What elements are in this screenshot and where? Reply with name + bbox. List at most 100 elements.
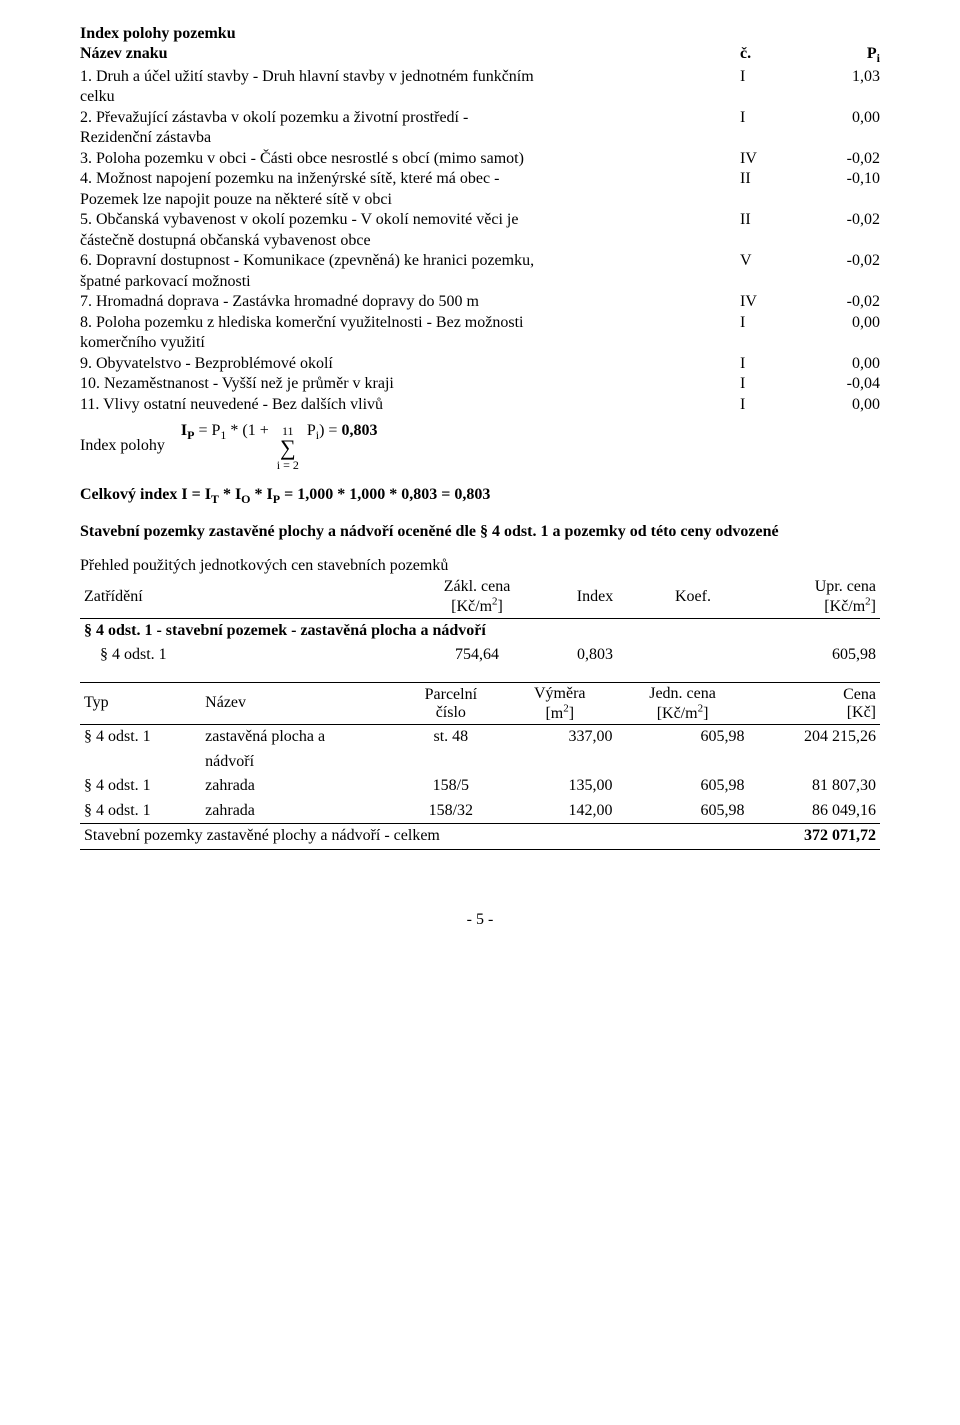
index-item: 7. Hromadná doprava - Zastávka hromadné … <box>80 292 880 312</box>
index-item: 3. Poloha pozemku v obci - Části obce ne… <box>80 149 880 169</box>
table-row: § 4 odst. 1 754,64 0,803 605,98 <box>80 643 880 667</box>
hdr-name: Název znaku <box>80 44 710 67</box>
formula-eq: = P <box>194 422 220 439</box>
page-number: - 5 - <box>80 910 880 930</box>
item-label-a: 10. Nezaměstnanost - Vyšší než je průměr… <box>80 374 740 394</box>
cell-parc: 158/5 <box>399 774 503 798</box>
hdr-parc-b: číslo <box>436 704 466 721</box>
item-label-b: špatné parkovací možnosti <box>80 272 740 292</box>
cell-jc: 605,98 <box>617 799 749 824</box>
item-col-c: I <box>740 108 800 128</box>
hdr-jc-a: Jedn. cena <box>649 685 716 702</box>
hdr-upr: Upr. cena [Kč/m2] <box>742 576 880 618</box>
index-columns-header: Název znaku č. Pi <box>80 44 880 67</box>
cell-jc: 605,98 <box>617 774 749 798</box>
item-col-c: IV <box>740 149 800 169</box>
item-col-p: 0,00 <box>800 313 880 333</box>
index-item: 8. Poloha pozemku z hlediska komerční vy… <box>80 313 880 333</box>
sigma-icon: 11∑i = 2 <box>277 425 299 471</box>
item-label-a: 9. Obyvatelstvo - Bezproblémové okolí <box>80 354 740 374</box>
index-item-cont: špatné parkovací možnosti <box>80 272 880 292</box>
cell-vym: 337,00 <box>503 725 617 750</box>
cell-nazev-a: zahrada <box>201 774 398 798</box>
cell-koef <box>644 643 742 667</box>
table-header-row: Zatřídění Zákl. cena [Kč/m2] Index Koef.… <box>80 576 880 618</box>
hdr-upr-a: Upr. cena <box>815 578 876 595</box>
index-items: 1. Druh a účel užití stavby - Druh hlavn… <box>80 67 880 415</box>
item-label-b: částečně dostupná občanská vybavenost ob… <box>80 231 740 251</box>
item-label-a: 4. Možnost napojení pozemku na inženýrsk… <box>80 169 740 189</box>
index-item: 2. Převažující zástavba v okolí pozemku … <box>80 108 880 128</box>
item-col-c: I <box>740 354 800 374</box>
item-label-a: 2. Převažující zástavba v okolí pozemku … <box>80 108 740 128</box>
hdr-jc: Jedn. cena [Kč/m2] <box>617 682 749 725</box>
celkovy-prefix: Celkový index I = I <box>80 486 211 503</box>
index-item-cont: celku <box>80 87 880 107</box>
cell-index: 0,803 <box>546 643 644 667</box>
cell-typ: § 4 odst. 1 <box>80 725 201 750</box>
table-section-row: § 4 odst. 1 - stavební pozemek - zastavě… <box>80 618 880 643</box>
item-col-c: I <box>740 67 800 87</box>
formula-close: ) = <box>319 422 341 439</box>
index-item: 11. Vlivy ostatní neuvedené - Bez dalšíc… <box>80 395 880 415</box>
table-row-cont: nádvoří <box>80 750 880 774</box>
hdr-zakl-a: Zákl. cena <box>444 578 511 595</box>
item-col-p: -0,02 <box>800 210 880 230</box>
cell-cena: 204 215,26 <box>749 725 880 750</box>
table-total-row: Stavební pozemky zastavěné plochy a nádv… <box>80 824 880 849</box>
cell-parc: st. 48 <box>399 725 503 750</box>
item-label-b: Rezidenční zástavba <box>80 128 740 148</box>
cell-zakl: 754,64 <box>408 643 546 667</box>
celkovy-sub-o: O <box>241 492 250 506</box>
hdr-c: č. <box>710 44 800 67</box>
index-item-cont: částečně dostupná občanská vybavenost ob… <box>80 231 880 251</box>
table-row: § 4 odst. 1 zahrada 158/5 135,00 605,98 … <box>80 774 880 798</box>
cell-jc: 605,98 <box>617 725 749 750</box>
index-polohy-formula: Index polohy IP = P1 * (1 + 11∑i = 2 Pi)… <box>80 421 880 471</box>
hdr-nazev: Název <box>201 682 398 725</box>
item-col-p: -0,10 <box>800 169 880 189</box>
table-header-row: Typ Název Parcelní číslo Výměra [m2] Jed… <box>80 682 880 725</box>
prehled-heading: Přehled použitých jednotkových cen stave… <box>80 556 880 576</box>
item-label-b: celku <box>80 87 740 107</box>
cell-typ: § 4 odst. 1 <box>80 774 201 798</box>
cell-vym: 142,00 <box>503 799 617 824</box>
hdr-cena-a: Cena <box>843 686 876 703</box>
item-col-c: II <box>740 210 800 230</box>
cell-parc: 158/32 <box>399 799 503 824</box>
item-label-a: 6. Dopravní dostupnost - Komunikace (zpe… <box>80 251 740 271</box>
celkovy-rest: = 1,000 * 1,000 * 0,803 = 0,803 <box>280 486 490 503</box>
sigma-symbol: ∑ <box>280 437 296 459</box>
item-col-c: II <box>740 169 800 189</box>
hdr-zatrid: Zatřídění <box>80 576 408 618</box>
cell-zatrid: § 4 odst. 1 <box>80 643 408 667</box>
table-row: § 4 odst. 1 zastavěná plocha a st. 48 33… <box>80 725 880 750</box>
cell-nazev-b: nádvoří <box>201 750 398 774</box>
hdr-cena-b: [Kč] <box>847 704 876 721</box>
hdr-p: Pi <box>800 44 880 67</box>
item-label-a: 11. Vlivy ostatní neuvedené - Bez dalšíc… <box>80 395 740 415</box>
cell-upr: 605,98 <box>742 643 880 667</box>
formula-mid: * (1 + <box>226 422 272 439</box>
hdr-vym-b: [m2] <box>545 705 574 722</box>
formula-left-label: Index polohy <box>80 436 165 456</box>
item-col-p: -0,02 <box>800 292 880 312</box>
item-label-b: Pozemek lze napojit pouze na některé sít… <box>80 190 740 210</box>
item-col-p: -0,02 <box>800 149 880 169</box>
hdr-parc-a: Parcelní <box>425 686 477 703</box>
celkovy-times2: * I <box>251 486 273 503</box>
item-col-p: 0,00 <box>800 108 880 128</box>
item-label-a: 5. Občanská vybavenost v okolí pozemku -… <box>80 210 740 230</box>
index-item: 1. Druh a účel užití stavby - Druh hlavn… <box>80 67 880 87</box>
cell-nazev-a: zastavěná plocha a <box>201 725 398 750</box>
formula-after: P <box>303 422 316 439</box>
parcel-table: Typ Název Parcelní číslo Výměra [m2] Jed… <box>80 682 880 850</box>
hdr-zakl-b: [Kč/m2] <box>451 598 503 615</box>
hdr-parc: Parcelní číslo <box>399 682 503 725</box>
hdr-jc-b: [Kč/m2] <box>657 705 709 722</box>
cell-nazev-a: zahrada <box>201 799 398 824</box>
stavebni-heading: Stavební pozemky zastavěné plochy a nádv… <box>80 522 880 542</box>
total-value: 372 071,72 <box>749 824 880 849</box>
item-col-p: -0,04 <box>800 374 880 394</box>
cell-cena: 86 049,16 <box>749 799 880 824</box>
